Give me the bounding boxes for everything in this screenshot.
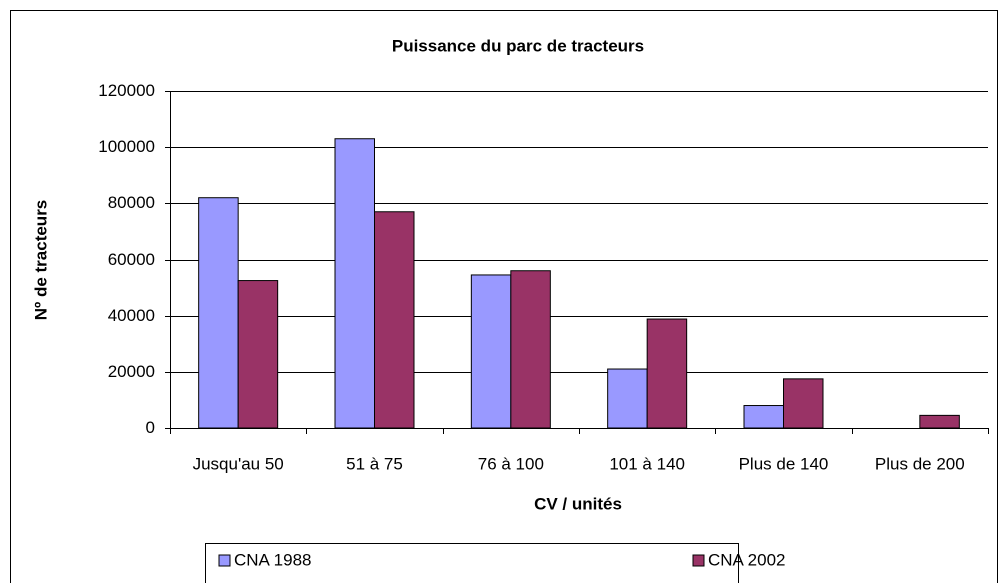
y-tick-label: 60000 bbox=[108, 250, 155, 269]
bar bbox=[510, 270, 551, 429]
bar bbox=[374, 211, 415, 429]
bar bbox=[743, 405, 784, 429]
bar bbox=[783, 378, 824, 429]
bar bbox=[470, 274, 512, 429]
x-axis-title: CV / unités bbox=[534, 494, 622, 513]
y-tick-label: 40000 bbox=[108, 306, 155, 325]
x-tick-label: Plus de 140 bbox=[739, 454, 829, 473]
y-tick-label: 0 bbox=[146, 418, 155, 437]
x-tick-label: Plus de 200 bbox=[875, 454, 965, 473]
bar bbox=[334, 138, 375, 429]
bar bbox=[198, 197, 239, 429]
bar bbox=[237, 280, 279, 429]
x-tick-label: 101 à 140 bbox=[609, 454, 685, 473]
y-tick-label: 20000 bbox=[108, 362, 155, 381]
bar bbox=[607, 368, 648, 429]
y-tick-label: 80000 bbox=[108, 193, 155, 212]
y-tick-label: 120000 bbox=[98, 81, 155, 100]
legend-label: CNA 2002 bbox=[708, 550, 786, 569]
legend-label: CNA 1988 bbox=[234, 550, 312, 569]
legend-swatch bbox=[692, 554, 705, 567]
chart-title: Puissance du parc de tracteurs bbox=[392, 36, 644, 55]
bar bbox=[919, 414, 960, 429]
bar bbox=[646, 318, 688, 429]
x-tick-label: 51 à 75 bbox=[346, 454, 403, 473]
legend bbox=[205, 543, 739, 583]
y-tick-label: 100000 bbox=[98, 137, 155, 156]
x-tick-label: 76 à 100 bbox=[478, 454, 544, 473]
legend-swatch bbox=[218, 554, 231, 567]
x-tick-label: Jusqu'au 50 bbox=[193, 454, 284, 473]
y-axis-title: Nº de tracteurs bbox=[31, 200, 50, 321]
